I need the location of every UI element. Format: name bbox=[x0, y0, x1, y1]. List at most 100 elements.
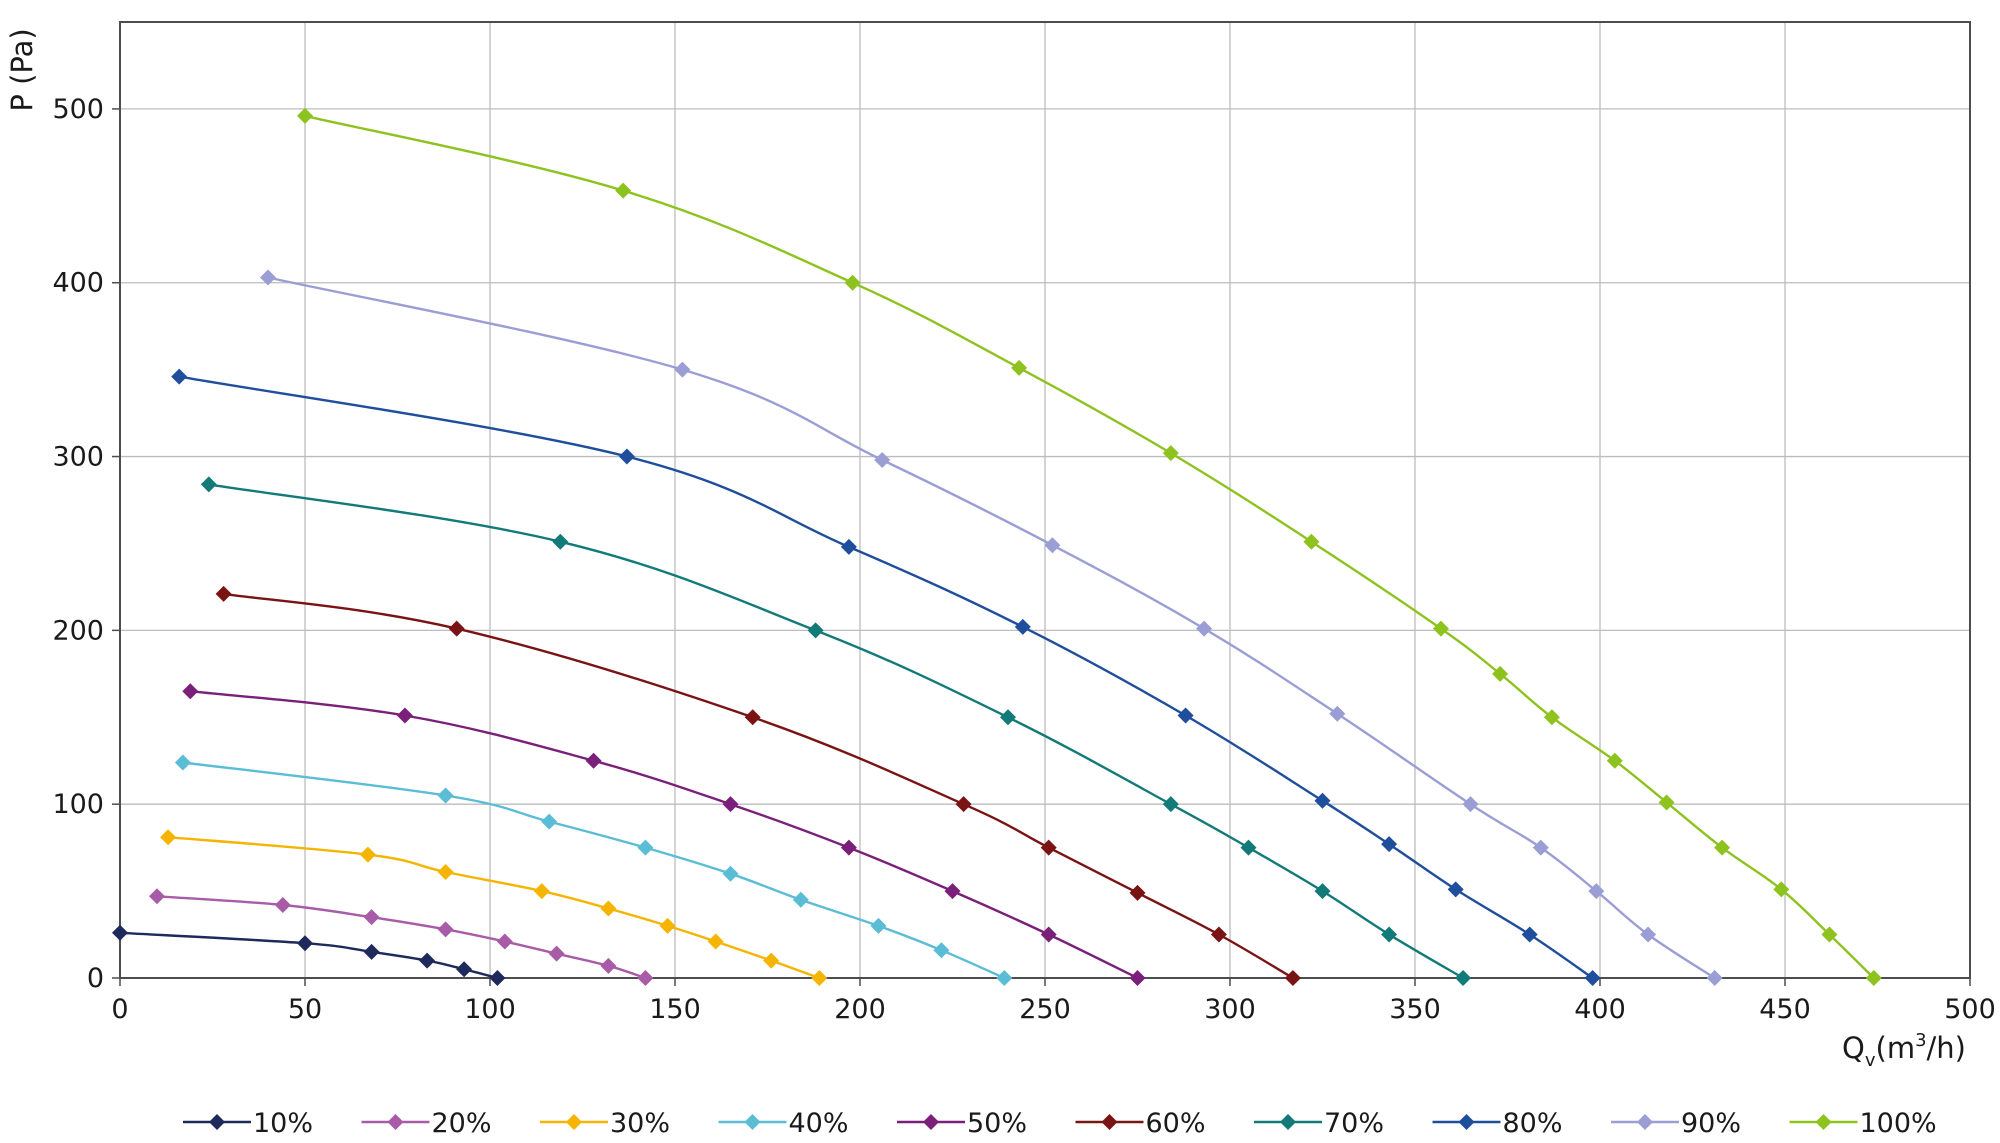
legend-label: 70% bbox=[1324, 1108, 1384, 1139]
y-tick-label: 400 bbox=[52, 268, 104, 299]
data-point bbox=[1014, 618, 1031, 635]
x-tick-label: 100 bbox=[464, 994, 516, 1025]
legend-label: 50% bbox=[967, 1108, 1027, 1139]
legend-item: 90% bbox=[1611, 1108, 1741, 1139]
data-point bbox=[437, 921, 454, 938]
data-point bbox=[1329, 705, 1346, 722]
legend-item: 40% bbox=[718, 1108, 849, 1139]
x-axis-label-main: Q bbox=[1842, 1031, 1865, 1065]
x-axis-label-unit-open: (m bbox=[1876, 1031, 1916, 1065]
data-point bbox=[722, 865, 739, 882]
data-point bbox=[448, 620, 465, 637]
data-point bbox=[419, 952, 436, 969]
data-point bbox=[585, 752, 602, 769]
data-point bbox=[1773, 881, 1790, 898]
x-tick-label: 150 bbox=[649, 994, 701, 1025]
data-point bbox=[1706, 970, 1723, 986]
data-point bbox=[807, 622, 824, 639]
data-point bbox=[160, 829, 177, 846]
data-point bbox=[1658, 794, 1675, 811]
x-axis-ticks: 0 50 100 150 200 250 300 350 400 450 500 bbox=[111, 978, 1996, 1025]
legend-marker bbox=[744, 1114, 761, 1130]
data-point bbox=[274, 896, 291, 913]
data-point bbox=[541, 813, 558, 830]
series-line bbox=[267, 276, 1716, 980]
legend-marker bbox=[1280, 1114, 1296, 1130]
legend-marker bbox=[387, 1114, 404, 1130]
data-point bbox=[811, 970, 828, 986]
legend-label: 90% bbox=[1681, 1108, 1741, 1139]
data-point bbox=[149, 888, 165, 905]
data-point bbox=[870, 917, 887, 934]
legend-item: 30% bbox=[540, 1108, 670, 1139]
data-point bbox=[1000, 709, 1016, 726]
data-point bbox=[1240, 839, 1257, 856]
data-point bbox=[1865, 970, 1882, 986]
series-80-percent bbox=[171, 368, 1601, 986]
data-point bbox=[1177, 707, 1194, 724]
legend-marker bbox=[1101, 1114, 1118, 1130]
data-point bbox=[1044, 537, 1061, 554]
data-point bbox=[722, 796, 739, 813]
data-point bbox=[1521, 926, 1538, 943]
data-point bbox=[1314, 883, 1331, 900]
data-point bbox=[489, 970, 506, 986]
series-10-percent bbox=[112, 924, 506, 986]
data-point bbox=[996, 970, 1013, 986]
legend-label: 10% bbox=[253, 1108, 313, 1139]
data-point bbox=[1432, 620, 1449, 637]
series-60-percent bbox=[215, 585, 1301, 986]
x-tick-label: 400 bbox=[1574, 994, 1626, 1025]
y-axis-ticks: 0 100 200 300 400 500 bbox=[52, 94, 120, 994]
legend-label: 20% bbox=[432, 1108, 492, 1139]
legend-marker bbox=[1458, 1114, 1475, 1130]
series-line bbox=[182, 761, 1005, 980]
data-point bbox=[1129, 970, 1146, 986]
legend-item: 60% bbox=[1075, 1108, 1206, 1139]
legend-label: 60% bbox=[1146, 1108, 1206, 1139]
y-tick-label: 200 bbox=[52, 615, 104, 646]
data-point bbox=[552, 533, 569, 550]
data-point bbox=[1162, 445, 1179, 462]
series-100-percent bbox=[297, 107, 1882, 986]
legend-marker bbox=[1637, 1114, 1653, 1130]
data-point bbox=[933, 942, 950, 959]
data-point bbox=[1492, 665, 1509, 682]
series-line bbox=[167, 836, 820, 980]
y-tick-label: 300 bbox=[52, 442, 104, 473]
x-tick-label: 350 bbox=[1389, 994, 1441, 1025]
data-point bbox=[200, 476, 217, 493]
data-point bbox=[840, 839, 857, 856]
data-point bbox=[955, 796, 972, 813]
data-point bbox=[396, 707, 413, 724]
x-tick-label: 200 bbox=[834, 994, 886, 1025]
data-point bbox=[1129, 884, 1146, 901]
legend-marker bbox=[209, 1114, 225, 1130]
data-point bbox=[1584, 970, 1601, 986]
series-70-percent bbox=[200, 476, 1472, 986]
data-point bbox=[1821, 926, 1838, 943]
data-point bbox=[297, 935, 313, 952]
data-point bbox=[840, 538, 857, 555]
data-point bbox=[637, 839, 654, 856]
data-point bbox=[1532, 839, 1549, 856]
data-point bbox=[637, 970, 654, 986]
legend-marker bbox=[566, 1114, 582, 1130]
data-point bbox=[1714, 839, 1731, 856]
data-point bbox=[674, 361, 691, 378]
data-point bbox=[1606, 752, 1623, 769]
legend-item: 10% bbox=[183, 1108, 313, 1139]
data-point bbox=[437, 787, 454, 804]
data-point bbox=[174, 754, 191, 771]
data-point bbox=[844, 274, 861, 291]
data-point bbox=[1303, 533, 1320, 550]
data-point bbox=[1462, 796, 1479, 813]
series-40-percent bbox=[174, 754, 1013, 986]
data-point bbox=[600, 957, 617, 974]
y-tick-label: 0 bbox=[87, 963, 104, 994]
data-point bbox=[1588, 883, 1605, 900]
data-point bbox=[600, 900, 617, 917]
legend-marker bbox=[1815, 1114, 1832, 1130]
